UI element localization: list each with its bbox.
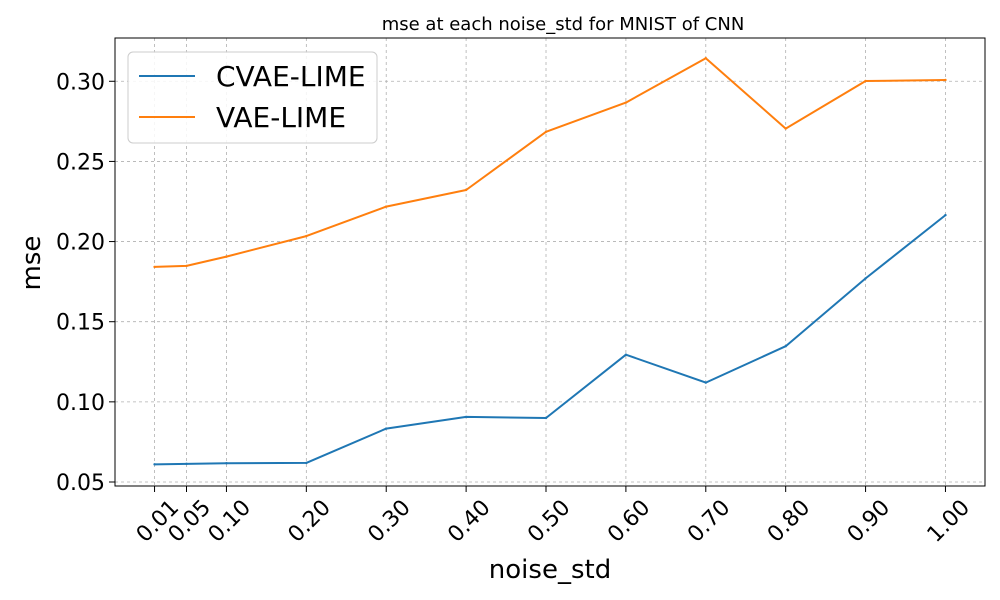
data-point-cvae-lime <box>464 415 468 419</box>
series-line-vae-lime <box>154 57 946 268</box>
data-point-vae-lime <box>185 264 188 268</box>
x-tick-label: 0.80 <box>763 495 815 547</box>
legend: CVAE-LIME VAE-LIME <box>127 51 378 144</box>
data-point-vae-lime <box>944 78 947 82</box>
x-tick-label: 0.10 <box>204 495 256 547</box>
y-tick-label: 0.30 <box>56 70 105 95</box>
x-tick-label: 0.20 <box>284 495 336 547</box>
x-tick-label: 0.70 <box>683 495 735 547</box>
data-point-cvae-lime <box>944 213 947 217</box>
legend-label-vae-lime: VAE-LIME <box>216 101 346 134</box>
series-lines <box>153 56 947 466</box>
data-point-cvae-lime <box>305 461 308 465</box>
x-tick-label: 1.00 <box>923 495 975 547</box>
legend-box <box>127 51 378 144</box>
data-point-vae-lime <box>153 265 156 269</box>
data-point-cvae-lime <box>864 277 867 280</box>
x-tick-label: 0.90 <box>843 495 895 547</box>
plot-frame <box>114 37 986 487</box>
x-axis-label: noise_std <box>489 555 611 585</box>
data-point-vae-lime <box>544 130 548 133</box>
data-point-cvae-lime <box>385 427 388 430</box>
data-point-cvae-lime <box>225 462 228 465</box>
x-axis-ticks: 0.010.050.10 0.20 0.30 0.40 0.50 0.60 0.70 0.80… <box>132 486 975 548</box>
y-axis-label: mse <box>17 236 47 291</box>
data-point-vae-lime <box>385 205 388 208</box>
y-tick-label: 0.25 <box>56 150 105 175</box>
data-point-vae-lime <box>225 255 228 258</box>
y-tick-label: 0.15 <box>56 311 105 336</box>
data-point-cvae-lime <box>153 463 156 466</box>
data-point-vae-lime <box>864 79 867 83</box>
data-point-vae-lime <box>464 188 468 192</box>
data-point-cvae-lime <box>624 353 628 356</box>
y-tick-label: 0.20 <box>56 231 105 256</box>
y-tick-label: 0.10 <box>56 391 105 416</box>
chart-title: mse at each noise_std for MNIST of CNN <box>382 14 745 35</box>
data-point-cvae-lime <box>185 462 188 466</box>
data-point-vae-lime <box>784 127 787 130</box>
grid-lines <box>115 38 985 486</box>
x-tick-label: 0.30 <box>363 495 415 547</box>
y-tick-label: 0.05 <box>56 471 105 496</box>
data-point-cvae-lime <box>544 416 548 420</box>
series-line-cvae-lime <box>154 214 947 466</box>
data-point-cvae-lime <box>704 381 707 384</box>
data-point-vae-lime <box>624 101 628 104</box>
x-tick-label: 0.40 <box>443 495 495 547</box>
data-point-cvae-lime <box>784 345 787 348</box>
legend-label-cvae-lime: CVAE-LIME <box>216 60 366 93</box>
x-tick-label: 0.50 <box>523 495 575 547</box>
data-point-vae-lime <box>305 234 308 238</box>
y-axis-ticks: 0.05 0.10 0.15 0.20 0.25 0.30 <box>56 70 115 496</box>
x-tick-label: 0.60 <box>603 495 655 547</box>
data-point-vae-lime <box>704 56 707 60</box>
